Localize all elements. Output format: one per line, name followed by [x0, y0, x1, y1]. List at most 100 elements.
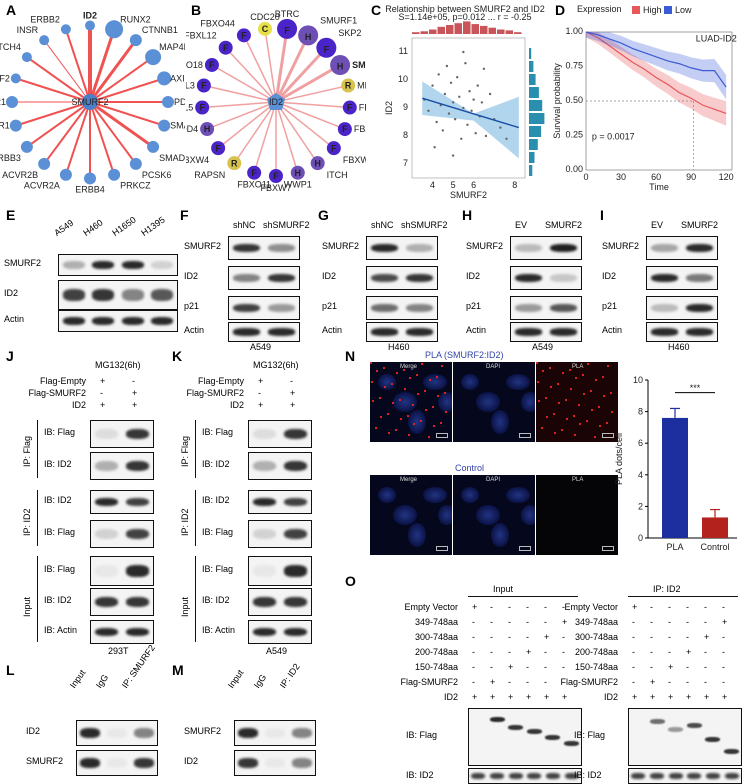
sign: - [526, 617, 529, 627]
blot-band-row [646, 236, 718, 260]
node-letter-fbxw11: F [347, 103, 353, 113]
sign: + [722, 617, 728, 627]
band [550, 328, 577, 336]
node-prkcz [108, 168, 121, 181]
y-tick-label: 0.75 [565, 61, 583, 71]
row-label: SMURF2 [26, 756, 64, 766]
edge-fgfr1 [15, 101, 91, 127]
channel-label: PLA [572, 477, 584, 483]
sign: - [668, 632, 671, 642]
node-letter-smurf2: H [337, 62, 344, 72]
band [283, 528, 308, 540]
sign: - [562, 662, 565, 672]
pla-dot [407, 415, 409, 417]
blot-flag [628, 708, 742, 766]
pla-dot [573, 415, 575, 417]
y-tick-label: 9 [403, 102, 408, 112]
node-label-map4k1: MAP4K1 [159, 42, 185, 52]
edge-fbxo18 [211, 64, 277, 103]
hub-node [82, 94, 98, 110]
band [125, 497, 150, 507]
node-letter-nedd4: H [204, 124, 211, 134]
node-runx2 [105, 20, 124, 39]
node-label-erbb2: ERBB2 [30, 14, 60, 24]
pla-dot [578, 404, 580, 406]
blot-band-row [90, 588, 154, 616]
histogram-top-bar [412, 32, 420, 34]
condition-label: Flag-SMURF2 [560, 677, 618, 687]
sign: - [490, 647, 493, 657]
node-fbxo44 [236, 28, 251, 43]
edge-fbxo11 [253, 101, 277, 173]
band [471, 709, 486, 714]
band [668, 727, 684, 732]
band [151, 317, 174, 325]
band [283, 460, 308, 472]
band [80, 758, 101, 768]
band [515, 303, 542, 313]
node-smad5 [158, 119, 171, 132]
pla-dot [583, 393, 585, 395]
edge-wwp1 [275, 101, 299, 173]
hub-label: SMURF2 [71, 97, 108, 107]
pla-dot [436, 376, 438, 378]
lane-label: Input [225, 667, 246, 690]
band [268, 273, 295, 283]
sign: - [686, 602, 689, 612]
band [686, 303, 713, 313]
sign: + [632, 602, 638, 612]
sign: - [704, 677, 707, 687]
sign: + [562, 617, 568, 627]
edge-acvr2b [43, 101, 91, 165]
blot-band-row [248, 620, 312, 644]
edge-ctnnb1 [88, 39, 138, 103]
pla-dot [607, 365, 609, 367]
pla-dot [417, 393, 419, 395]
node-rapsn [227, 156, 242, 171]
node-label-prkcz: PRKCZ [120, 181, 151, 191]
scale-bar [436, 433, 448, 438]
significance-label: *** [690, 383, 701, 393]
band [705, 773, 721, 779]
pla-dot [570, 388, 572, 390]
blot-band-row [366, 266, 438, 290]
bracket [37, 490, 38, 546]
histogram-right-bar [529, 152, 535, 163]
pla-dot [599, 425, 601, 427]
node-label-fbxl12: FBXL12 [186, 31, 217, 41]
blot-band-row [248, 556, 312, 586]
ib-label: IB: ID2 [406, 770, 434, 780]
legend-swatch-high [632, 6, 640, 14]
histogram-top-bar [437, 26, 445, 34]
legend-label-low: Low [675, 5, 692, 15]
y-tick-label: 8 [638, 407, 643, 417]
edge-erbb3 [26, 101, 91, 148]
pla-dot [566, 418, 568, 420]
row-label: SMURF2 [322, 241, 360, 251]
edge-notch4 [26, 56, 91, 103]
pla-dot [432, 406, 434, 408]
node-fgfr1 [9, 119, 22, 132]
sign: - [508, 677, 511, 687]
band [724, 749, 739, 754]
node-letter-mdm2: R [345, 81, 352, 91]
data-point [474, 132, 477, 135]
band [252, 596, 277, 608]
band [233, 303, 260, 313]
pla-dot [441, 365, 443, 367]
band [724, 773, 739, 779]
node-label-acvr1: ACVR1 [0, 97, 6, 107]
blot-band-row [90, 520, 154, 548]
sign: - [650, 662, 653, 672]
band [151, 261, 174, 269]
sign: + [686, 647, 692, 657]
pla-dot [598, 406, 600, 408]
sign: + [508, 662, 514, 672]
bar-pla [662, 417, 688, 538]
node-letter-fbxl3: F [201, 81, 207, 91]
lane-label: shNC [233, 220, 256, 230]
histogram-right-bar [529, 61, 534, 72]
sign: + [100, 400, 106, 410]
histogram-top-bar [420, 31, 428, 34]
band [252, 497, 277, 507]
